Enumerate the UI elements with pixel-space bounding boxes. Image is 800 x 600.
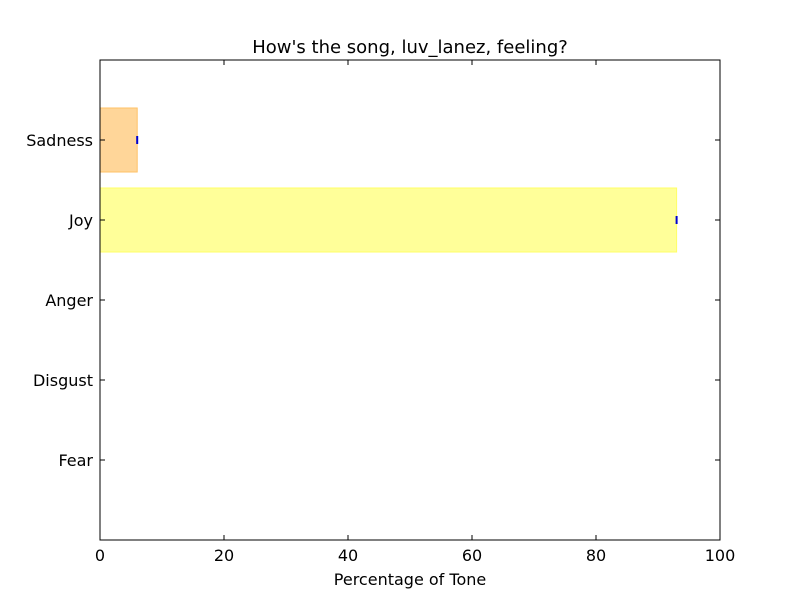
x-tick-label-0: 0 — [95, 546, 105, 565]
y-tick-label-sadness: Sadness — [26, 131, 93, 150]
y-tick-label-disgust: Disgust — [33, 371, 93, 390]
x-axis-label: Percentage of Tone — [334, 570, 486, 589]
chart-title: How's the song, luv_lanez, feeling? — [252, 37, 568, 58]
y-tick-label-joy: Joy — [68, 211, 93, 230]
ticks-layer: Sadness Joy Anger Disgust Fear 0 20 40 60 80 100 — [26, 60, 735, 565]
bar-joy — [99, 187, 678, 253]
y-tick-label-anger: Anger — [45, 291, 93, 310]
x-tick-label-3: 60 — [462, 546, 482, 565]
x-tick-label-2: 40 — [338, 546, 358, 565]
y-tick-label-fear: Fear — [58, 451, 93, 470]
x-tick-label-4: 80 — [586, 546, 606, 565]
bars-layer — [99, 107, 678, 253]
plot-frame — [99, 59, 721, 541]
bar-sadness — [99, 107, 138, 173]
x-tick-label-1: 20 — [214, 546, 234, 565]
x-tick-label-5: 100 — [705, 546, 736, 565]
